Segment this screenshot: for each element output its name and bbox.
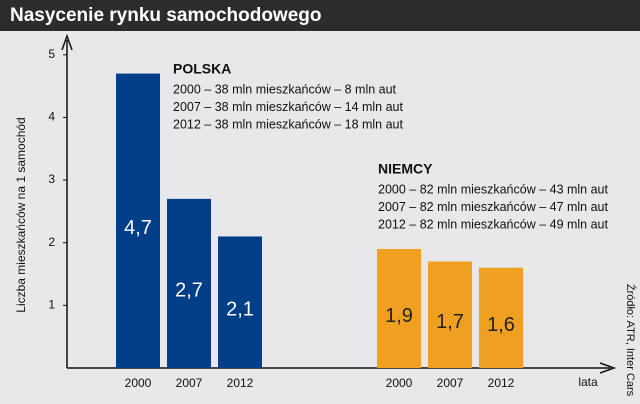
source: Źródło: ATR, Inter Cars	[624, 284, 637, 397]
series-note: 2000 – 82 mln mieszkańców – 43 mln aut	[378, 182, 609, 196]
series-note: 2007 – 82 mln mieszkańców – 47 mln aut	[378, 200, 609, 214]
series-name: NIEMCY	[378, 161, 433, 177]
y-axis-label: Liczba mieszkańców na 1 samochód	[14, 117, 28, 312]
value-label: 4,7	[124, 217, 152, 239]
y-tick-label: 4	[48, 110, 55, 124]
value-label: 1,9	[385, 305, 413, 327]
y-tick-label: 2	[48, 235, 55, 249]
bar	[167, 198, 211, 368]
y-tick-label: 1	[48, 298, 55, 312]
y-tick-label: 5	[48, 47, 55, 61]
series-note: 2012 – 82 mln mieszkańców – 49 mln aut	[378, 217, 609, 231]
value-label: 2,1	[226, 299, 254, 321]
bar	[116, 73, 160, 369]
value-label: 1,7	[436, 311, 464, 333]
series-note: 2007 – 38 mln mieszkańców – 14 mln aut	[173, 100, 404, 114]
bar	[377, 248, 421, 368]
value-label: 2,7	[175, 280, 203, 302]
chart-title: Nasycenie rynku samochodowego	[10, 5, 322, 26]
x-tick-label: 2000	[386, 376, 413, 390]
bar	[428, 261, 472, 368]
series-note: 2012 – 38 mln mieszkańców – 18 mln aut	[173, 117, 404, 131]
bar	[479, 267, 523, 368]
x-tick-label: 2000	[125, 376, 152, 390]
value-label: 1,6	[487, 314, 515, 336]
header-band	[0, 0, 640, 31]
y-axis	[61, 33, 73, 368]
x-tick-label: 2007	[176, 376, 203, 390]
x-axis-label: lata	[578, 375, 598, 389]
bar	[218, 236, 262, 368]
y-tick-label: 3	[48, 172, 55, 186]
series-note: 2000 – 38 mln mieszkańców – 8 mln aut	[173, 82, 397, 96]
series-name: POLSKA	[173, 61, 231, 77]
x-tick-label: 2012	[488, 376, 515, 390]
x-tick-label: 2012	[227, 376, 254, 390]
x-tick-label: 2007	[437, 376, 464, 390]
